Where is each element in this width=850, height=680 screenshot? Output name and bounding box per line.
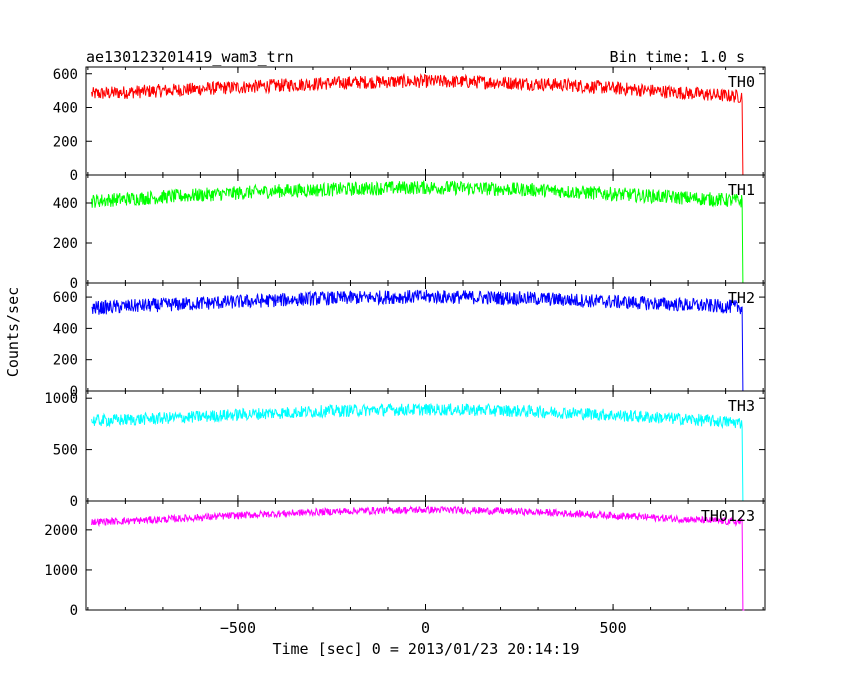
x-axis-label: Time [sec] 0 = 2013/01/23 20:14:19 — [272, 640, 579, 658]
y-tick-label-th0: 200 — [53, 134, 78, 150]
y-tick-label-th1: 200 — [53, 236, 78, 252]
chart-title: ae130123201419_wam3_trn — [86, 48, 294, 66]
x-tick-label: −500 — [220, 619, 256, 637]
y-tick-label-th0123: 0 — [70, 603, 78, 619]
y-tick-label-th0123: 1000 — [44, 563, 78, 579]
series-label-th2: TH2 — [728, 289, 755, 307]
series-line-th1 — [91, 180, 745, 284]
y-tick-label-th1: 0 — [70, 276, 78, 292]
series-line-th0123 — [91, 505, 745, 611]
y-tick-label-th3: 500 — [53, 443, 78, 459]
y-tick-label-th0: 0 — [70, 168, 78, 184]
y-tick-label-th2: 200 — [53, 353, 78, 369]
y-axis-label: Counts/sec — [4, 287, 22, 377]
series-line-th2 — [91, 289, 745, 392]
series-line-th0 — [91, 72, 745, 176]
panels-group: 0 200 400 600 TH0 0 200 400 TH1 0 200 400 600 TH2 0 500… — [44, 66, 766, 637]
series-label-th0123: TH0123 — [701, 507, 755, 525]
x-tick-label: 500 — [600, 619, 627, 637]
y-tick-label-th1: 400 — [53, 196, 78, 212]
panel-frame-th0 — [85, 66, 766, 176]
y-tick-label-th2: 0 — [70, 384, 78, 400]
bin-time-label: Bin time: 1.0 s — [610, 48, 745, 66]
y-tick-label-th2: 600 — [53, 290, 78, 306]
y-tick-label-th3: 0 — [70, 494, 78, 510]
series-line-th3 — [91, 402, 745, 502]
series-label-th0: TH0 — [728, 73, 755, 91]
y-tick-label-th2: 400 — [53, 321, 78, 337]
y-tick-label-th0: 600 — [53, 67, 78, 83]
x-tick-label: 0 — [421, 619, 430, 637]
y-tick-label-th3: 1000 — [44, 391, 78, 407]
y-tick-label-th0123: 2000 — [44, 523, 78, 539]
y-tick-label-th0: 400 — [53, 101, 78, 117]
series-label-th3: TH3 — [728, 397, 755, 415]
series-label-th1: TH1 — [728, 181, 755, 199]
